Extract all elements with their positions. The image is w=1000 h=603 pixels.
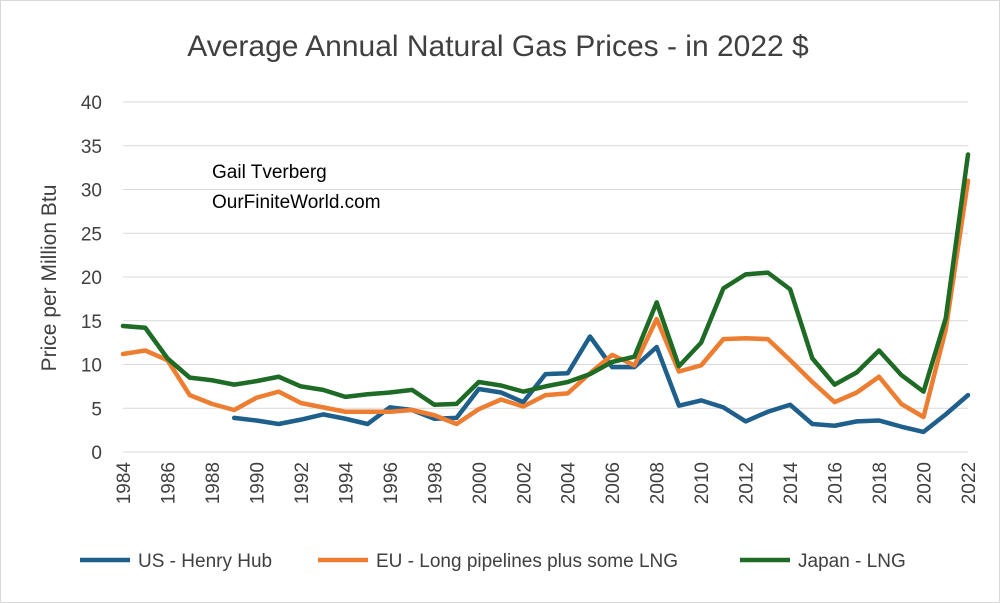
x-tick-label: 2016 xyxy=(826,462,847,504)
legend-label: Japan - LNG xyxy=(798,551,906,572)
series-lines xyxy=(120,152,971,435)
y-axis-label: Price per Million Btu xyxy=(38,185,61,372)
x-tick-label: 1986 xyxy=(158,462,179,504)
y-tick-label: 35 xyxy=(81,137,102,158)
annotation-website: OurFiniteWorld.com xyxy=(212,192,381,213)
y-tick-label: 20 xyxy=(81,268,102,289)
x-tick-label: 1990 xyxy=(247,462,268,504)
x-tick-label: 2000 xyxy=(470,462,491,504)
gridlines xyxy=(123,101,968,453)
x-tick-label: 2014 xyxy=(781,462,802,505)
x-tick-label: 1984 xyxy=(114,462,135,505)
legend-item[interactable]: US - Henry Hub xyxy=(80,551,272,572)
x-tick-label: 2012 xyxy=(737,462,758,504)
x-tick-label: 2002 xyxy=(514,462,535,504)
chart-title: Average Annual Natural Gas Prices - in 2… xyxy=(187,30,809,63)
x-tick-label: 2020 xyxy=(915,462,936,504)
x-tick-label: 2022 xyxy=(959,462,980,504)
y-tick-label: 10 xyxy=(81,356,102,377)
x-tick-label: 2006 xyxy=(603,462,624,504)
x-tick-label: 1994 xyxy=(336,462,357,505)
series-line-us-henry-hub xyxy=(231,334,971,435)
y-tick-label: 40 xyxy=(81,93,102,114)
x-tick-label: 2010 xyxy=(692,462,713,504)
legend-label: EU - Long pipelines plus some LNG xyxy=(376,551,678,572)
x-tick-label: 2008 xyxy=(648,462,669,504)
legend: US - Henry Hub EU - Long pipelines plus s… xyxy=(80,551,906,572)
x-tick-label: 2018 xyxy=(870,462,891,504)
y-tick-label: 25 xyxy=(81,224,102,245)
x-tick-label: 1998 xyxy=(425,462,446,504)
x-tick-label: 1996 xyxy=(381,462,402,504)
y-tick-label: 0 xyxy=(91,443,102,464)
x-tick-label: 1992 xyxy=(292,462,313,504)
y-tick-label: 15 xyxy=(81,312,102,333)
legend-label: US - Henry Hub xyxy=(138,551,272,572)
x-tick-label: 1988 xyxy=(203,462,224,504)
x-axis-ticks: 1984 1986 1988 1990 1992 1994 1996 1998 2000 2002… xyxy=(114,462,980,505)
annotation-author: Gail Tverberg xyxy=(212,162,327,183)
y-axis-ticks: 0 5 10 15 20 25 30 35 40 xyxy=(81,93,102,464)
legend-item[interactable]: Japan - LNG xyxy=(740,551,906,572)
x-tick-label: 2004 xyxy=(559,462,580,505)
y-tick-label: 5 xyxy=(91,399,102,420)
legend-item[interactable]: EU - Long pipelines plus some LNG xyxy=(318,551,678,572)
y-tick-label: 30 xyxy=(81,181,102,202)
